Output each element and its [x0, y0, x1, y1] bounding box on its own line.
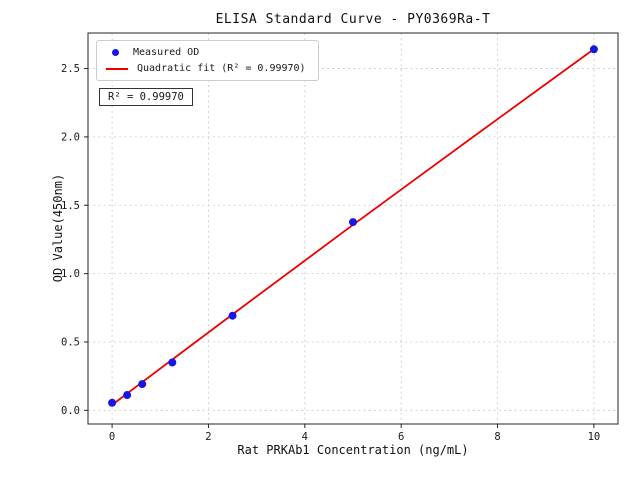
y-tick-label: 0.5: [61, 336, 80, 348]
y-tick-label: 2.5: [61, 63, 80, 75]
r-squared-annotation: R² = 0.99970: [99, 88, 193, 106]
data-point: [228, 311, 237, 320]
data-point: [589, 45, 598, 54]
y-tick-label: 1.5: [61, 200, 80, 212]
plot-border: [87, 32, 619, 425]
fit-line: [111, 48, 595, 406]
legend-marker-dot-icon: [112, 49, 119, 56]
x-tick-label: 6: [398, 431, 404, 443]
x-tick-label: 10: [588, 431, 601, 443]
data-point: [168, 358, 177, 367]
data-point: [108, 398, 117, 407]
x-tick-label: 0: [109, 431, 115, 443]
data-point: [123, 391, 132, 400]
x-axis-label: Rat PRKAb1 Concentration (ng/mL): [237, 443, 469, 457]
x-tick-label: 2: [205, 431, 211, 443]
chart-title: ELISA Standard Curve - PY0369Ra-T: [215, 12, 491, 27]
y-axis-label: OD Value(450nm): [51, 173, 65, 283]
x-tick-label: 4: [302, 431, 308, 443]
x-tick-label: 8: [494, 431, 500, 443]
legend-item-fit: Quadratic fit (R² = 0.99970): [106, 63, 306, 74]
legend-marker-line-icon: [106, 67, 128, 70]
data-point: [349, 218, 357, 227]
legend-item-measured: Measured OD: [106, 47, 306, 58]
legend-label-measured: Measured OD: [133, 47, 200, 58]
y-tick-label: 2.0: [61, 131, 80, 143]
y-tick-label: 1.0: [61, 268, 80, 280]
y-tick-label: 0.0: [61, 405, 80, 417]
legend: Measured OD Quadratic fit (R² = 0.99970): [96, 40, 319, 81]
legend-label-fit: Quadratic fit (R² = 0.99970): [137, 63, 306, 74]
data-point: [138, 380, 147, 389]
